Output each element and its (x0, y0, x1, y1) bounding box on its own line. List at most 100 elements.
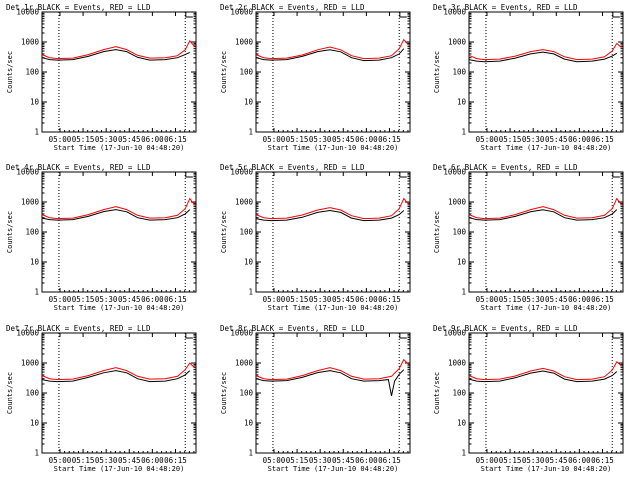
x-tick-label: 05:45 (332, 295, 355, 304)
x-axis-label: Start Time (17-Jun-10 04:48:20) (481, 144, 612, 152)
x-tick-label: 05:30 (95, 456, 118, 465)
x-tick-label: 06:00 (355, 295, 378, 304)
x-tick-label: 05:45 (332, 135, 355, 144)
x-tick-label: 06:00 (568, 295, 591, 304)
x-axis-label: Start Time (17-Jun-10 04:48:20) (54, 304, 185, 312)
x-tick-label: 05:45 (118, 295, 141, 304)
y-tick-label: 100 (239, 68, 253, 77)
x-tick-label: 06:15 (164, 135, 187, 144)
x-tick-label: 05:00 (263, 295, 286, 304)
outage-bracket-marker (399, 333, 407, 339)
x-tick-label: 06:15 (164, 295, 187, 304)
x-tick-label: 05:30 (522, 295, 545, 304)
x-tick-label: 05:00 (49, 295, 72, 304)
y-tick-label: 1 (34, 288, 39, 297)
x-axis-label: Start Time (17-Jun-10 04:48:20) (481, 465, 612, 473)
lld-series-line (255, 197, 409, 220)
y-tick-label: 10 (30, 258, 40, 267)
y-axis-label: Counts/sec (6, 211, 14, 253)
x-tick-label: 05:15 (286, 295, 309, 304)
chart-title: Det 8r BLACK = Events, RED = LLD (220, 324, 365, 333)
events-series-line (255, 48, 405, 62)
y-tick-label: 1000 (21, 359, 40, 368)
lld-series-line (255, 358, 409, 381)
x-tick-label: 06:00 (568, 456, 591, 465)
y-tick-label: 1000 (448, 38, 467, 47)
x-tick-label: 06:00 (141, 456, 164, 465)
y-axis-label: Counts/sec (220, 211, 228, 253)
lld-series-line (41, 197, 195, 220)
y-tick-label: 100 (452, 389, 466, 398)
events-series-line (255, 369, 405, 397)
events-series-line (468, 370, 618, 383)
y-tick-label: 10 (30, 419, 40, 428)
x-tick-label: 06:15 (591, 456, 614, 465)
y-tick-label: 100 (239, 389, 253, 398)
y-tick-label: 10000 (16, 168, 39, 177)
y-tick-label: 100 (239, 228, 253, 237)
x-tick-label: 05:30 (95, 295, 118, 304)
outage-bracket-marker (612, 333, 620, 339)
events-series-line (468, 209, 618, 221)
chart-title: Det 9r BLACK = Events, RED = LLD (433, 324, 578, 333)
y-axis-label: Counts/sec (220, 51, 228, 93)
x-tick-label: 05:30 (309, 135, 332, 144)
y-tick-label: 1000 (21, 198, 40, 207)
y-tick-label: 10000 (443, 168, 466, 177)
lld-series-line (468, 197, 622, 220)
y-tick-label: 1 (461, 128, 466, 137)
x-tick-label: 05:00 (263, 135, 286, 144)
events-series-line (468, 51, 618, 63)
y-tick-label: 10 (457, 258, 467, 267)
y-tick-label: 1 (34, 128, 39, 137)
chart-title: Det 2r BLACK = Events, RED = LLD (220, 3, 365, 12)
x-tick-label: 05:45 (332, 456, 355, 465)
x-tick-label: 05:15 (72, 456, 95, 465)
x-tick-label: 05:00 (476, 456, 499, 465)
chart-title: Det 5r BLACK = Events, RED = LLD (220, 163, 365, 172)
chart-panel-8: Det 8r BLACK = Events, RED = LLD 1 10 100 10… (220, 324, 411, 473)
x-tick-label: 05:00 (476, 295, 499, 304)
y-tick-label: 10 (457, 419, 467, 428)
lld-series-line (255, 38, 409, 60)
y-tick-label: 1 (248, 128, 253, 137)
chart-title: Det 3r BLACK = Events, RED = LLD (433, 3, 578, 12)
y-tick-label: 1000 (235, 359, 254, 368)
chart-panel-6: Det 6r BLACK = Events, RED = LLD 1 10 100 10… (433, 163, 624, 312)
x-tick-label: 05:15 (286, 456, 309, 465)
x-tick-label: 05:45 (545, 295, 568, 304)
chart-panel-1: Det 1r BLACK = Events, RED = LLD 1 10 100 10… (6, 3, 197, 152)
y-tick-label: 100 (25, 68, 39, 77)
plot-frame (468, 11, 624, 133)
y-tick-label: 10 (457, 98, 467, 107)
lld-series-line (468, 361, 622, 381)
lld-series-line (41, 362, 195, 381)
y-tick-label: 10000 (16, 329, 39, 338)
y-axis-label: Counts/sec (433, 211, 441, 253)
x-tick-label: 06:15 (591, 295, 614, 304)
x-tick-label: 06:00 (141, 295, 164, 304)
plot-frame (41, 171, 197, 293)
x-tick-label: 05:30 (309, 295, 332, 304)
y-tick-label: 10 (244, 98, 254, 107)
x-axis-label: Start Time (17-Jun-10 04:48:20) (268, 304, 399, 312)
x-axis-label: Start Time (17-Jun-10 04:48:20) (268, 465, 399, 473)
y-tick-label: 10000 (443, 8, 466, 17)
x-tick-label: 05:00 (476, 135, 499, 144)
chart-panel-5: Det 5r BLACK = Events, RED = LLD 1 10 100 10… (220, 163, 411, 312)
outage-bracket-marker (399, 172, 407, 178)
x-tick-label: 06:15 (378, 295, 401, 304)
lld-series-line (41, 39, 195, 60)
y-tick-label: 10000 (230, 8, 253, 17)
y-axis-label: Counts/sec (6, 51, 14, 93)
plot-frame (41, 11, 197, 133)
plot-frame (41, 332, 197, 454)
x-tick-label: 06:00 (141, 135, 164, 144)
x-axis-label: Start Time (17-Jun-10 04:48:20) (54, 465, 185, 473)
chart-panel-2: Det 2r BLACK = Events, RED = LLD 1 10 100 10… (220, 3, 411, 152)
y-tick-label: 10000 (230, 168, 253, 177)
outage-bracket-marker (185, 12, 193, 18)
y-tick-label: 10000 (443, 329, 466, 338)
x-tick-label: 05:15 (286, 135, 309, 144)
